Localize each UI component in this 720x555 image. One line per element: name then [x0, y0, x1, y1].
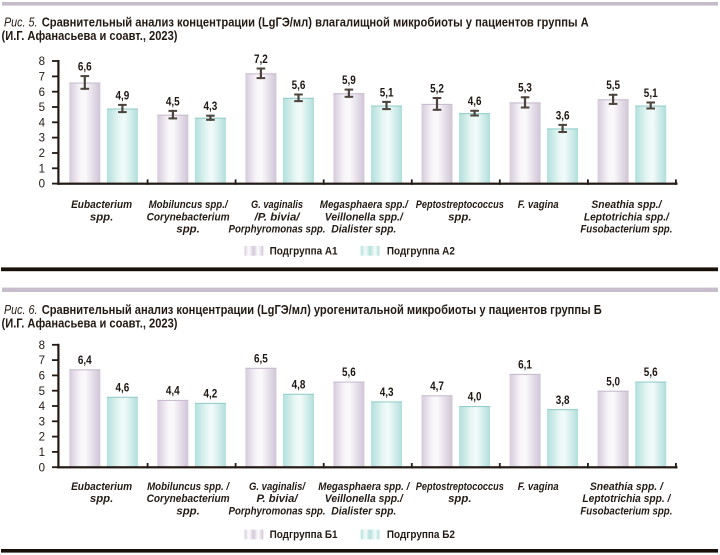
svg-text:F. vagina: F. vagina: [518, 199, 559, 211]
svg-text:Peptostreptococcus: Peptostreptococcus: [416, 199, 504, 211]
svg-text:3,8: 3,8: [556, 394, 570, 407]
svg-text:4,6: 4,6: [468, 95, 482, 108]
svg-text:G. vaginalis: G. vaginalis: [251, 199, 303, 211]
svg-text:Veillonella spp./: Veillonella spp./: [325, 493, 405, 505]
svg-text:spp.: spp.: [176, 224, 199, 236]
svg-text:5,6: 5,6: [292, 79, 306, 92]
svg-text:8: 8: [39, 56, 45, 68]
svg-text:spp.: spp.: [176, 505, 199, 517]
svg-text:Eubacterium: Eubacterium: [71, 481, 132, 493]
svg-text:5,6: 5,6: [644, 366, 658, 379]
svg-text:4: 4: [39, 401, 46, 413]
svg-text:Подгруппа Б2: Подгруппа Б2: [387, 529, 455, 541]
svg-text:Leptotrichia spp./: Leptotrichia spp./: [584, 211, 671, 223]
svg-text:G. vaginalis/: G. vaginalis/: [249, 481, 307, 493]
svg-text:Corynebacterium: Corynebacterium: [147, 211, 230, 223]
svg-text:1: 1: [39, 447, 45, 459]
svg-text:(И.Г. Афанасьева и соавт., 202: (И.Г. Афанасьева и соавт., 2023): [2, 316, 178, 331]
svg-text:P. bivia/: P. bivia/: [257, 493, 300, 505]
svg-text:6,5: 6,5: [254, 352, 268, 365]
svg-text:/P. bivia/: /P. bivia/: [253, 211, 301, 223]
svg-text:4,8: 4,8: [292, 379, 306, 392]
svg-text:Сравнительный анализ концентра: Сравнительный анализ концентрации (LgГЭ/…: [42, 302, 602, 317]
svg-text:Рис. 5.: Рис. 5.: [4, 14, 38, 29]
svg-text:Рис. 6.: Рис. 6.: [4, 302, 38, 317]
svg-text:Подгруппа Б1: Подгруппа Б1: [270, 529, 338, 541]
svg-text:spp.: spp.: [448, 211, 471, 223]
svg-text:(И.Г. Афанасьева и соавт., 202: (И.Г. Афанасьева и соавт., 2023): [2, 28, 178, 43]
svg-text:spp.: spp.: [90, 211, 113, 223]
svg-text:5,0: 5,0: [606, 375, 620, 388]
svg-text:0: 0: [39, 462, 45, 474]
svg-text:4,0: 4,0: [468, 391, 482, 404]
svg-text:0: 0: [39, 179, 45, 191]
svg-text:5,1: 5,1: [644, 87, 658, 100]
svg-text:Подгруппа А2: Подгруппа А2: [387, 246, 455, 258]
svg-text:Sneathia spp./: Sneathia spp./: [591, 199, 663, 211]
svg-text:spp.: spp.: [90, 493, 113, 505]
svg-text:7: 7: [39, 355, 45, 367]
svg-text:Сравнительный анализ концентра: Сравнительный анализ концентрации (LgГЭ/…: [42, 14, 590, 29]
svg-text:Porphyromonas spp.: Porphyromonas spp.: [229, 224, 326, 236]
svg-text:5,3: 5,3: [518, 82, 532, 95]
svg-text:5,2: 5,2: [430, 82, 444, 95]
svg-text:Fusobacterium spp.: Fusobacterium spp.: [580, 224, 672, 236]
svg-text:5,6: 5,6: [342, 366, 356, 379]
svg-text:Dialister spp.: Dialister spp.: [331, 224, 396, 236]
svg-text:Подгруппа А1: Подгруппа А1: [270, 246, 338, 258]
svg-text:F. vagina: F. vagina: [518, 481, 559, 493]
svg-text:6,4: 6,4: [78, 354, 92, 367]
svg-text:5: 5: [39, 386, 45, 398]
svg-text:5,5: 5,5: [606, 79, 620, 92]
svg-text:4: 4: [39, 117, 46, 129]
svg-text:6,6: 6,6: [78, 61, 92, 74]
svg-text:4,9: 4,9: [116, 89, 130, 102]
svg-text:Peptostreptococcus: Peptostreptococcus: [416, 481, 504, 493]
svg-text:Fusobacterium spp.: Fusobacterium spp.: [580, 505, 672, 517]
svg-text:Eubacterium: Eubacterium: [71, 199, 132, 211]
svg-text:4,4: 4,4: [166, 385, 180, 398]
svg-text:Mobiluncus spp. /: Mobiluncus spp. /: [147, 481, 231, 493]
svg-text:1: 1: [39, 163, 45, 175]
svg-text:spp.: spp.: [448, 493, 471, 505]
svg-text:4,2: 4,2: [204, 388, 218, 401]
svg-text:3,6: 3,6: [556, 109, 570, 122]
svg-text:3: 3: [39, 133, 45, 145]
svg-text:7,2: 7,2: [254, 53, 268, 66]
svg-text:4,3: 4,3: [380, 386, 394, 399]
svg-text:Corynebacterium: Corynebacterium: [147, 493, 230, 505]
svg-text:6: 6: [39, 371, 45, 383]
svg-text:4,5: 4,5: [166, 95, 180, 108]
svg-text:Mobiluncus spp./: Mobiluncus spp./: [149, 199, 230, 211]
svg-text:8: 8: [39, 340, 45, 352]
svg-text:5: 5: [39, 102, 45, 114]
svg-text:Dialister spp.: Dialister spp.: [331, 505, 396, 517]
svg-text:Leptotrichia spp. /: Leptotrichia spp. /: [582, 493, 672, 505]
svg-text:Porphyromonas spp.: Porphyromonas spp.: [229, 505, 326, 517]
svg-text:Megasphaera spp. /: Megasphaera spp. /: [318, 481, 411, 493]
svg-text:7: 7: [39, 72, 45, 84]
svg-text:6,1: 6,1: [518, 359, 532, 372]
svg-text:Veillonella spp./: Veillonella spp./: [325, 211, 405, 223]
svg-text:4,7: 4,7: [430, 380, 444, 393]
svg-text:2: 2: [39, 432, 45, 444]
svg-text:3: 3: [39, 416, 45, 428]
svg-text:5,9: 5,9: [342, 74, 356, 87]
svg-text:Sneathia spp. /: Sneathia spp. /: [590, 481, 665, 493]
svg-text:5,1: 5,1: [380, 86, 394, 99]
svg-text:4,6: 4,6: [116, 382, 130, 395]
svg-text:4,3: 4,3: [204, 100, 218, 113]
svg-text:Megasphaera spp./: Megasphaera spp./: [320, 199, 410, 211]
svg-text:2: 2: [39, 148, 45, 160]
svg-text:6: 6: [39, 87, 45, 99]
